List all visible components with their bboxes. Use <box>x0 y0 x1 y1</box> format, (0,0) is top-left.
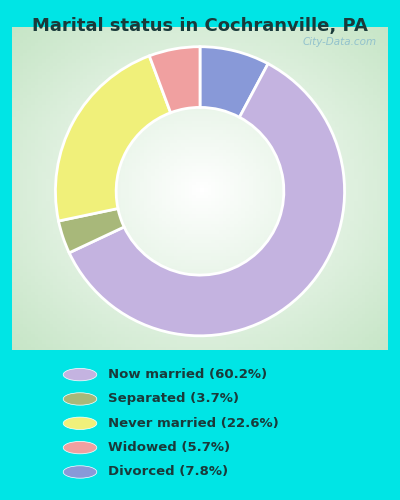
Wedge shape <box>56 56 171 221</box>
Text: Divorced (7.8%): Divorced (7.8%) <box>108 466 228 478</box>
Text: City-Data.com: City-Data.com <box>302 37 377 47</box>
Text: Widowed (5.7%): Widowed (5.7%) <box>108 441 230 454</box>
Text: Separated (3.7%): Separated (3.7%) <box>108 392 239 406</box>
Circle shape <box>63 393 97 405</box>
Circle shape <box>63 368 97 381</box>
Text: Never married (22.6%): Never married (22.6%) <box>108 417 279 430</box>
Circle shape <box>63 442 97 454</box>
Wedge shape <box>69 64 344 336</box>
Wedge shape <box>58 208 124 253</box>
Text: Marital status in Cochranville, PA: Marital status in Cochranville, PA <box>32 18 368 36</box>
Wedge shape <box>200 46 268 118</box>
Text: Now married (60.2%): Now married (60.2%) <box>108 368 267 381</box>
Circle shape <box>63 417 97 430</box>
Circle shape <box>63 466 97 478</box>
Wedge shape <box>149 46 200 112</box>
